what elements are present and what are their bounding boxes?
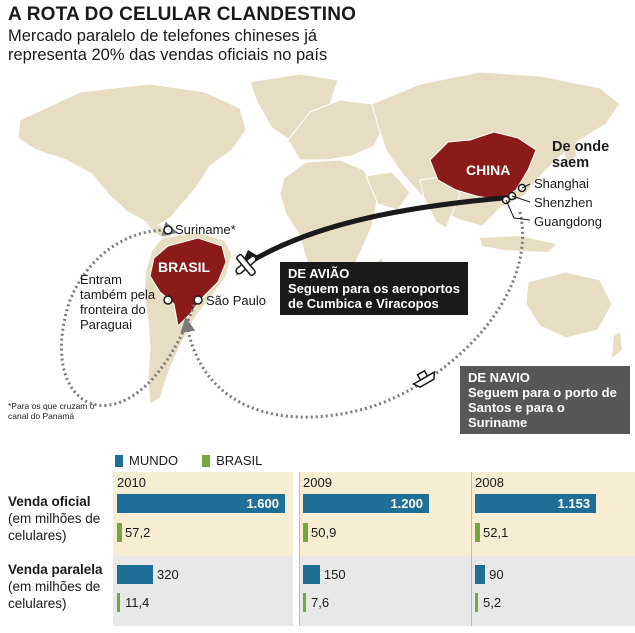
new-zealand-shape: [612, 332, 622, 358]
sea-route-east: [180, 211, 524, 419]
panel-paralela-bg: [471, 556, 635, 626]
value-paralela-mundo: 320: [157, 567, 179, 582]
paraguay-marker: [163, 295, 173, 305]
value-paralela-brasil: 11,4: [125, 595, 150, 610]
arabia-shape: [365, 171, 411, 211]
bar-oficial-brasil: [117, 523, 122, 542]
suriname-label: Suriname*: [175, 222, 236, 237]
sea-route-heading: DE NAVIO: [468, 370, 530, 385]
row-label-oficial: Venda oficial (em milhões de celulares): [8, 493, 108, 544]
panel-oficial-bg: [299, 472, 480, 556]
value-oficial-brasil: 52,1: [483, 525, 509, 540]
air-route: [247, 194, 517, 265]
air-route-text: Seguem para os aeroportos de Cumbica e V…: [288, 281, 460, 311]
indonesia-shape: [480, 236, 556, 252]
row-label-paralela: Venda paralela (em milhões de celulares): [8, 561, 108, 612]
china-shape: [429, 131, 537, 201]
japan-shape: [564, 134, 576, 164]
map-footnote: *Para os que cruzam o canal do Panamá: [8, 401, 95, 421]
value-paralela-mundo: 150: [323, 567, 346, 582]
north-america-shape: [17, 83, 247, 227]
year-label: 2009: [303, 475, 332, 490]
value-oficial-mundo: 1.200: [390, 496, 423, 511]
origin-heading: De onde saem: [552, 139, 610, 171]
panel-oficial-bg: [471, 472, 635, 556]
year-label: 2010: [117, 475, 146, 490]
europe-shape: [287, 99, 385, 161]
origin-guangdong: Guangdong: [534, 214, 602, 229]
bar-paralela-brasil: [303, 593, 306, 612]
china-label: CHINA: [466, 162, 511, 178]
world-map: [17, 71, 622, 419]
sea-route-text: Seguem para o porto de Santos e para o S…: [468, 385, 617, 430]
bar-oficial-mundo: [475, 494, 597, 513]
australia-shape: [525, 271, 613, 339]
panel-paralela-bg: [299, 556, 480, 626]
bar-paralela-mundo: [117, 565, 153, 584]
row-label-paralela-rest: (em milhões de celulares): [8, 579, 101, 611]
ship-icon: [412, 369, 436, 389]
airplane-icon: [235, 253, 257, 277]
value-paralela-mundo: 90: [489, 567, 504, 582]
bar-oficial-brasil: [475, 523, 480, 542]
suriname-marker: [163, 225, 173, 235]
row-label-oficial-rest: (em milhões de celulares): [8, 511, 101, 543]
bar-paralela-mundo: [475, 565, 486, 584]
value-paralela-brasil: 5,2: [483, 595, 502, 610]
bar-oficial-brasil: [303, 523, 308, 542]
legend-mundo-label: MUNDO: [129, 453, 179, 468]
origin-shanghai: Shanghai: [534, 176, 589, 191]
sea-route-callout: DE NAVIO Seguem para o porto de Santos e…: [460, 366, 630, 434]
page-subtitle: Mercado paralelo de telefones chineses j…: [8, 27, 328, 64]
bar-oficial-mundo: [117, 494, 285, 513]
bar-paralela-mundo: [303, 565, 320, 584]
legend-brasil-swatch: [202, 454, 211, 467]
sao-paulo-marker: [193, 295, 203, 305]
bar-paralela-brasil: [117, 593, 120, 612]
air-route-heading: DE AVIÃO: [288, 266, 350, 281]
bar-oficial-mundo: [303, 494, 429, 513]
row-label-oficial-bold: Venda oficial: [8, 494, 91, 509]
legend-mundo-swatch: [115, 454, 123, 467]
air-route-callout: DE AVIÃO Seguem para os aeroportos de Cu…: [280, 262, 468, 315]
bar-paralela-brasil: [475, 593, 478, 612]
value-oficial-brasil: 50,9: [311, 525, 337, 540]
shenzhen-marker: [507, 191, 517, 201]
value-paralela-brasil: 7,6: [311, 595, 330, 610]
page-title: A ROTA DO CELULAR CLANDESTINO: [8, 4, 357, 25]
legend-brasil-label: BRASIL: [216, 453, 263, 468]
value-oficial-brasil: 57,2: [125, 525, 151, 540]
value-oficial-mundo: 1.600: [246, 496, 279, 511]
brasil-label: BRASIL: [158, 259, 211, 275]
origin-shenzhen: Shenzhen: [534, 195, 593, 210]
year-label: 2008: [475, 475, 504, 490]
row-label-paralela-bold: Venda paralela: [8, 562, 103, 577]
sao-paulo-label: São Paulo: [206, 293, 266, 308]
legend: MUNDO BRASIL: [115, 453, 262, 468]
value-oficial-mundo: 1.153: [557, 496, 591, 511]
panel-oficial-bg: [113, 472, 293, 556]
paraguay-note: Entram também pela fronteira do Paraguai: [80, 272, 156, 332]
